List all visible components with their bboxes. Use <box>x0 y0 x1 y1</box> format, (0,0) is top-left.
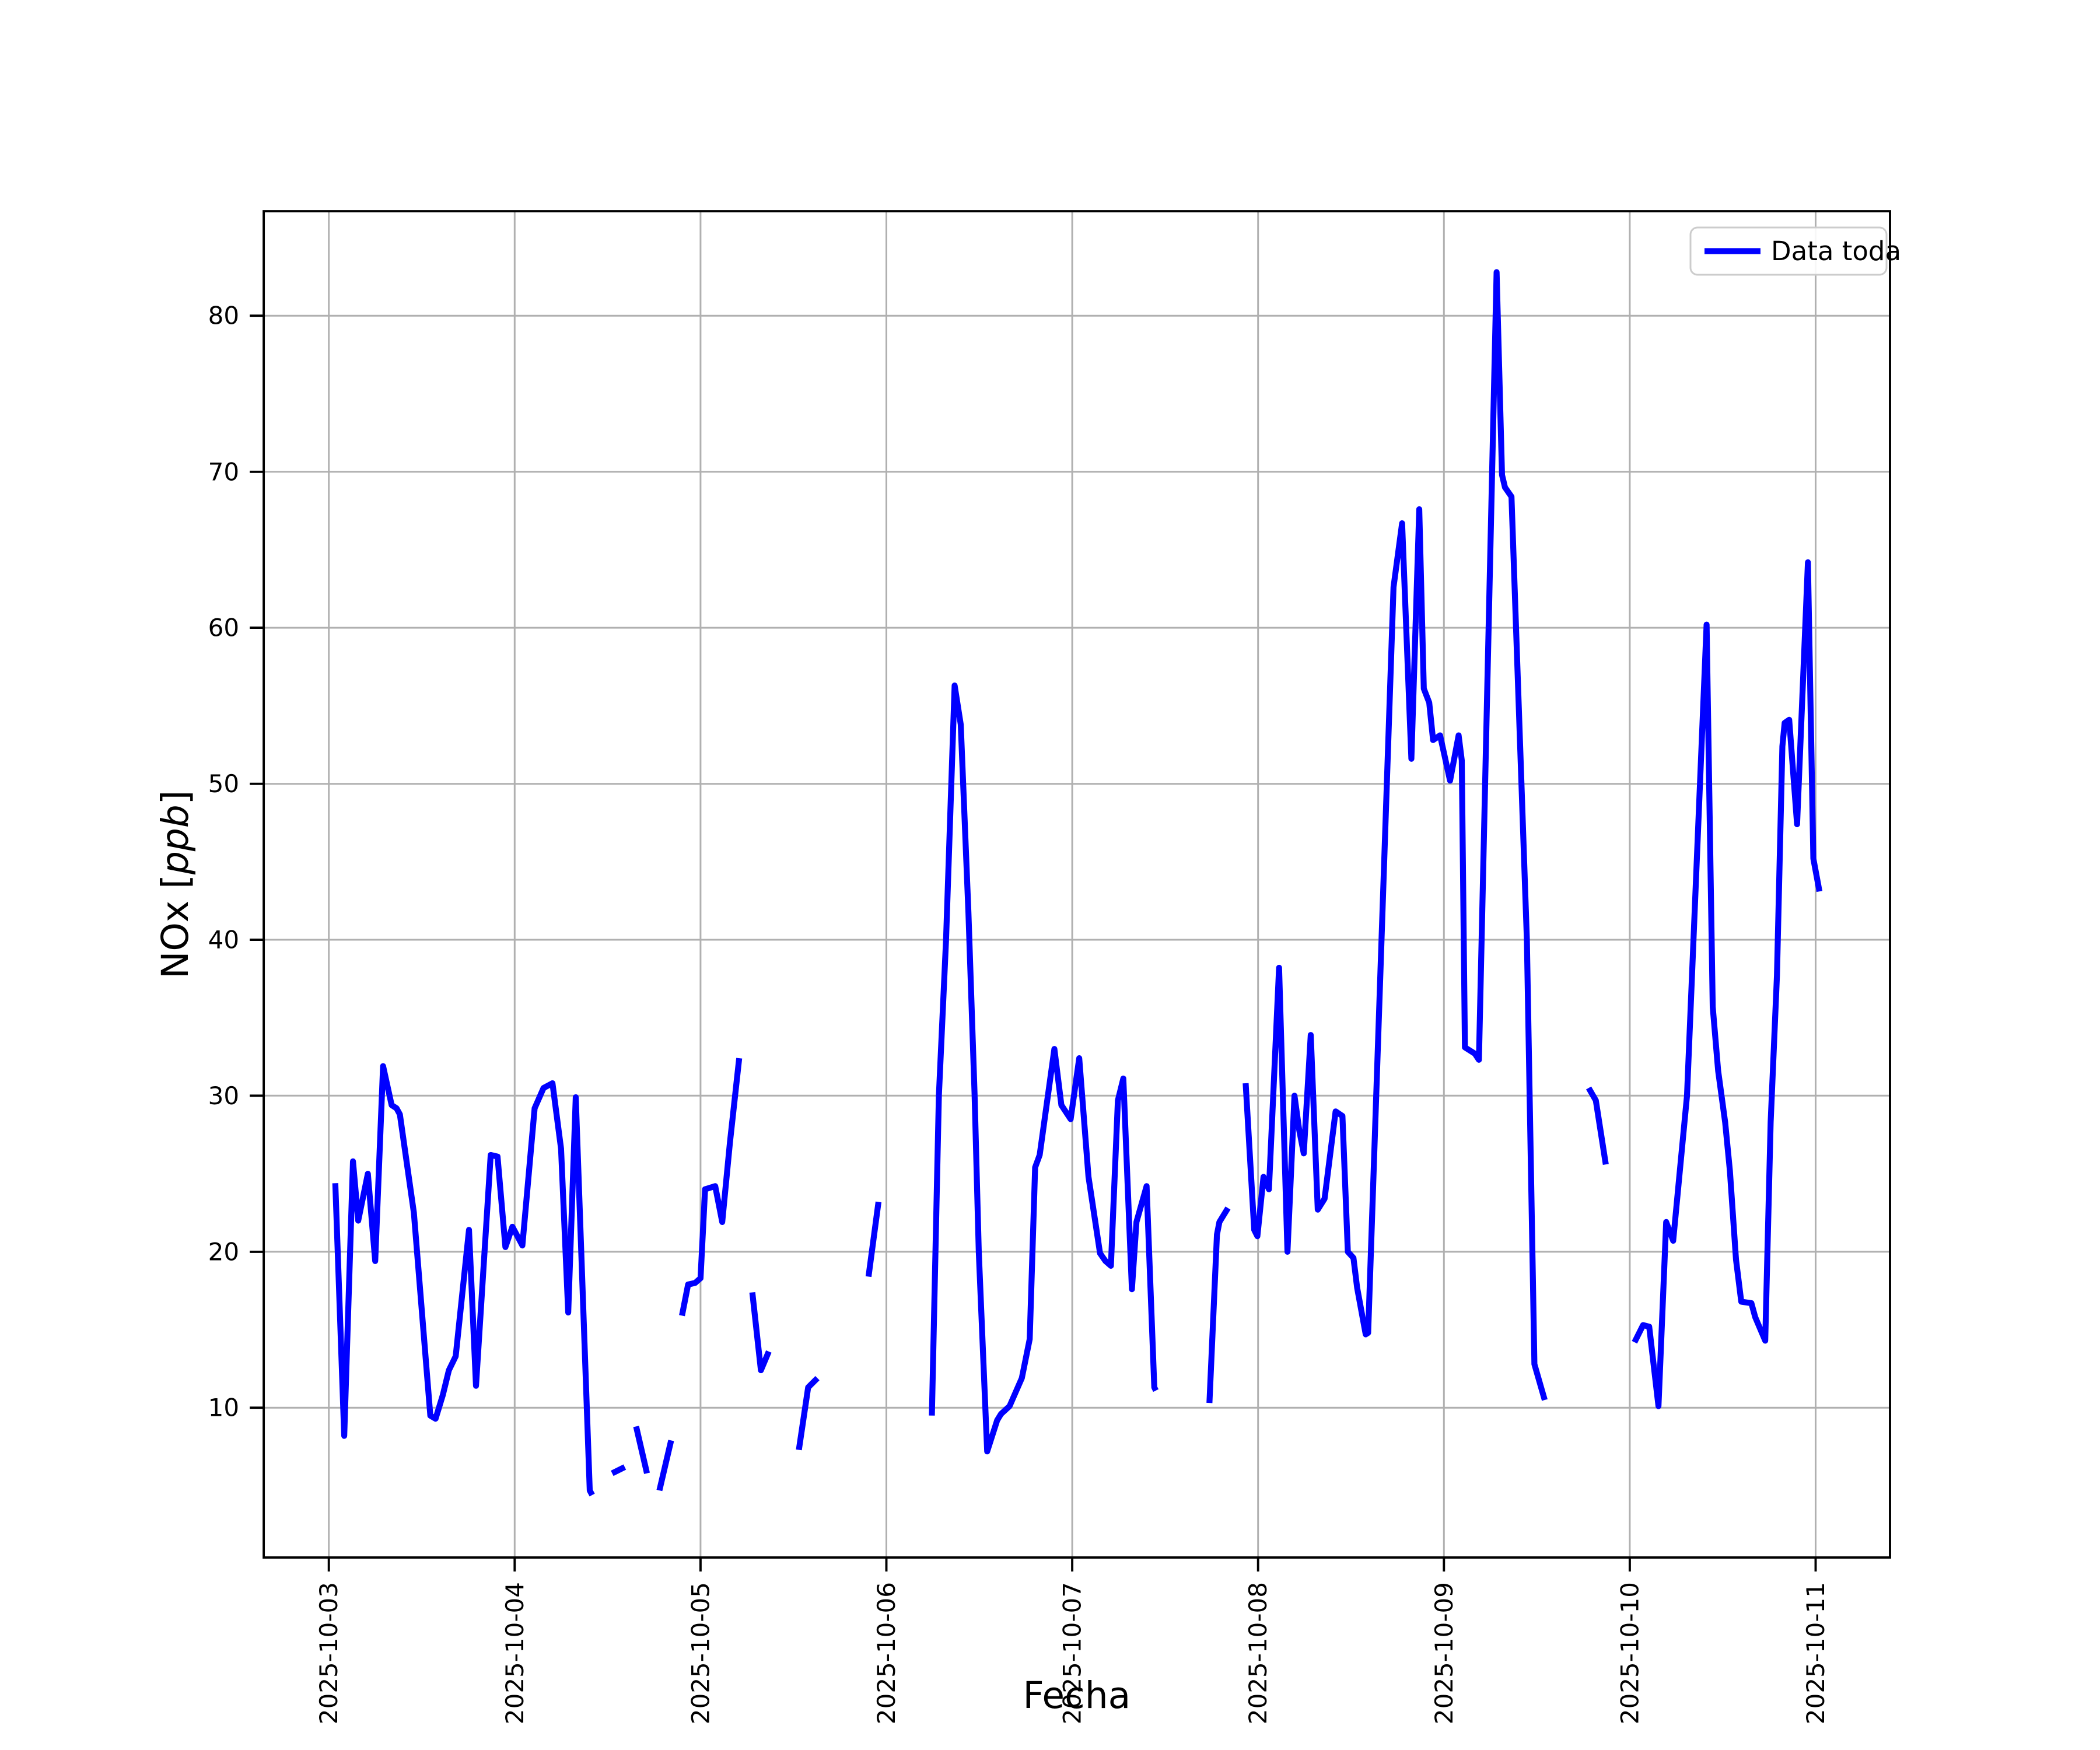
series-line-segment <box>749 1292 772 1374</box>
x-axis-tick-label: 2025-10-07 <box>1058 1582 1087 1724</box>
legend: Data toda <box>1689 226 1901 276</box>
tick-labels: 2025-10-03 2025-10-04 2025-10-05 2025-10-06… <box>208 302 1830 1724</box>
y-axis-tick-label: 60 <box>208 614 239 642</box>
y-axis-label-prefix: NOx [ <box>154 874 197 979</box>
series-line-segment <box>1586 1086 1609 1165</box>
y-axis-label: NOx [ppb] <box>154 790 197 979</box>
y-axis-tick-label: 20 <box>208 1237 239 1266</box>
y-axis-tick-label: 80 <box>208 302 239 330</box>
x-axis-tick-label: 2025-10-09 <box>1430 1582 1458 1724</box>
series-line-segment <box>332 1063 595 1497</box>
legend-box <box>1689 226 1888 276</box>
series-line-segment <box>1632 559 1823 1409</box>
y-axis-label-units: ppb <box>154 804 197 875</box>
series-data-toda <box>332 269 1823 1497</box>
y-axis-tick-label: 50 <box>208 769 239 798</box>
y-axis-tick-label: 40 <box>208 926 239 954</box>
x-axis-tick-label: 2025-10-05 <box>686 1582 715 1724</box>
y-axis-tick-label: 70 <box>208 457 239 486</box>
legend-label: Data toda <box>1771 236 1901 267</box>
series-line-segment <box>796 1376 820 1451</box>
series-line-segment <box>929 682 1159 1455</box>
y-axis-tick-label: 10 <box>208 1394 239 1422</box>
plot-border <box>262 210 1891 1559</box>
y-axis-tick-label: 30 <box>208 1082 239 1110</box>
x-axis-tick-label: 2025-10-11 <box>1801 1582 1830 1724</box>
tick-marks <box>250 314 1817 1572</box>
series-line-segment <box>865 1201 882 1278</box>
x-axis-tick-label: 2025-10-06 <box>872 1582 901 1724</box>
series-line-segment <box>1206 1206 1231 1404</box>
series-line-segment <box>1242 269 1548 1401</box>
gridlines <box>264 211 1890 1558</box>
series-line-segment <box>633 1426 650 1474</box>
series-line-segment <box>611 1464 626 1476</box>
x-axis-tick-label: 2025-10-10 <box>1615 1582 1644 1724</box>
x-axis-tick-label: 2025-10-03 <box>314 1582 343 1724</box>
y-axis-label-suffix: ] <box>154 790 197 805</box>
x-axis-tick-label: 2025-10-04 <box>501 1582 529 1724</box>
series-line-segment <box>679 1058 743 1317</box>
x-axis-label: Fecha <box>1023 1674 1131 1717</box>
series-line-segment <box>656 1440 674 1492</box>
x-axis-tick-label: 2025-10-08 <box>1244 1582 1272 1724</box>
